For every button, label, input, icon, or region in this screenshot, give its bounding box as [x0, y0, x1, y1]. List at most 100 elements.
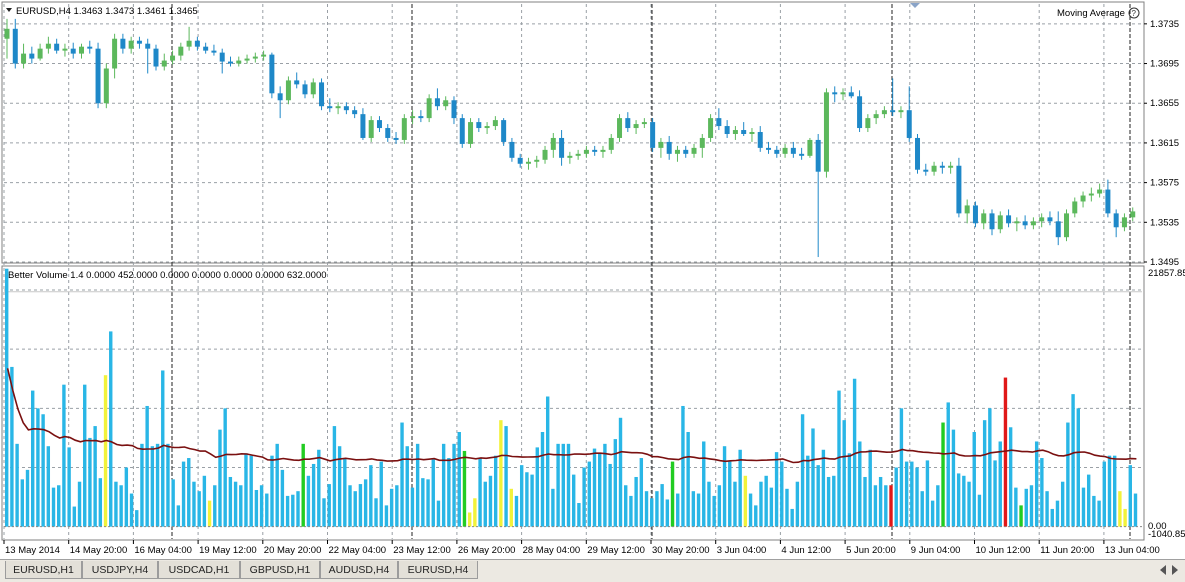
volume-bar — [207, 500, 212, 527]
volume-bar — [655, 491, 659, 527]
tab-audusd-h4[interactable]: AUDUSD,H4 — [320, 561, 398, 579]
volume-bar — [452, 443, 456, 527]
candle-body — [848, 92, 854, 97]
candle-body — [484, 126, 490, 129]
candle-body — [219, 52, 225, 62]
volume-scale-min: -1040.85 — [1148, 529, 1185, 540]
volume-bar — [348, 485, 352, 527]
volume-bar — [717, 485, 722, 527]
candle-body — [716, 118, 722, 127]
volume-bar — [426, 479, 430, 527]
price-tick-label: 1.3615 — [1150, 138, 1179, 149]
candle-body — [997, 215, 1003, 230]
volume-bar — [1066, 422, 1070, 527]
volume-bar — [83, 384, 87, 527]
volume-bar — [327, 484, 331, 527]
candle-body — [37, 48, 43, 59]
shift-marker-icon[interactable] — [910, 3, 920, 8]
volume-bar — [1076, 408, 1080, 527]
time-tick-label: 20 May 20:00 — [264, 545, 322, 556]
price-pane[interactable] — [1, 1, 1145, 264]
candle-body — [269, 54, 275, 94]
volume-bar — [634, 476, 638, 527]
volume-bar — [603, 443, 607, 527]
volume-bar — [135, 510, 139, 527]
volume-bar — [598, 453, 602, 527]
volume-bar — [254, 489, 259, 527]
volume-bar — [806, 455, 810, 527]
candle-body — [451, 100, 457, 119]
candle-body — [285, 80, 291, 101]
candle-body — [939, 165, 945, 168]
volume-bar — [478, 458, 482, 527]
volume-bar — [332, 426, 337, 527]
volume-bar — [5, 268, 9, 527]
tab-gbpusd-h1[interactable]: GBPUSD,H1 — [240, 561, 320, 579]
candle-body — [1047, 217, 1053, 222]
volume-bar — [197, 491, 201, 527]
volume-bar — [821, 449, 826, 527]
candle-body — [244, 58, 250, 61]
candle-body — [1080, 195, 1086, 202]
chart-menu-triangle-icon[interactable] — [6, 8, 12, 12]
volume-scale-zero: 0.00 — [1148, 521, 1167, 532]
candle-body — [261, 54, 267, 57]
terminal-chart-window[interactable]: 1.3735 1.3695 1.3655 1.3615 1.3575 1.3535 1.34… — [0, 0, 1185, 560]
tab-eurusd-h1[interactable]: EURUSD,H1 — [5, 561, 82, 579]
volume-bar — [41, 414, 45, 527]
volume-bar — [145, 405, 149, 527]
candle-body — [1130, 211, 1136, 218]
scroll-right-icon[interactable] — [1172, 565, 1178, 575]
tab-usdcad-h1[interactable]: USDCAD,H1 — [158, 561, 240, 579]
volume-bar — [249, 455, 253, 527]
candle-body — [1014, 221, 1020, 224]
volume-bar — [239, 485, 243, 527]
candle-body — [211, 50, 217, 53]
candle-body — [906, 110, 912, 138]
volume-bar — [1071, 394, 1075, 527]
tab-usdjpy-h4[interactable]: USDJPY,H4 — [82, 561, 158, 579]
volume-bar — [415, 443, 420, 527]
volume-bar — [863, 476, 867, 527]
volume-bar — [800, 414, 805, 527]
candle-body — [1022, 221, 1028, 226]
volume-bar — [150, 446, 155, 527]
moving-average-label[interactable]: Moving Average — [1057, 8, 1125, 19]
candle-body — [1039, 217, 1045, 222]
candle-body — [823, 92, 829, 172]
candle-body — [873, 114, 879, 119]
candle-body — [732, 130, 738, 134]
candle-body — [981, 213, 987, 224]
volume-bar — [343, 458, 347, 527]
volume-bar — [613, 439, 618, 527]
volume-bar — [733, 481, 737, 527]
candle-body — [459, 118, 465, 144]
volume-bar — [644, 491, 649, 527]
candle-body — [790, 147, 796, 154]
volume-bar — [67, 447, 71, 527]
tab-eurusd-h4[interactable]: EURUSD,H4 — [398, 561, 478, 579]
volume-bar — [977, 494, 982, 527]
volume-bar — [103, 375, 108, 527]
volume-bar — [566, 443, 571, 527]
volume-bar — [639, 458, 644, 527]
volume-bar — [624, 485, 628, 527]
volume-bar — [119, 485, 123, 527]
candle-body — [757, 132, 763, 148]
volume-bar — [774, 452, 779, 527]
volume-bar — [811, 428, 815, 527]
candle-body — [1072, 201, 1078, 214]
indicator-settings-icon[interactable]: ? — [1128, 7, 1140, 19]
price-tick-label: 1.3655 — [1150, 98, 1179, 109]
volume-bar — [51, 487, 56, 527]
candle-body — [550, 137, 556, 150]
volume-bar — [1003, 377, 1008, 527]
price-tick-label: 1.3575 — [1150, 178, 1179, 189]
time-tick-label: 23 May 12:00 — [393, 545, 451, 556]
volume-bar — [218, 429, 222, 527]
candle-body — [1006, 215, 1012, 224]
volume-bar — [291, 494, 295, 527]
candle-body — [517, 157, 523, 164]
volume-bar — [10, 366, 14, 527]
scroll-left-icon[interactable] — [1160, 565, 1166, 575]
